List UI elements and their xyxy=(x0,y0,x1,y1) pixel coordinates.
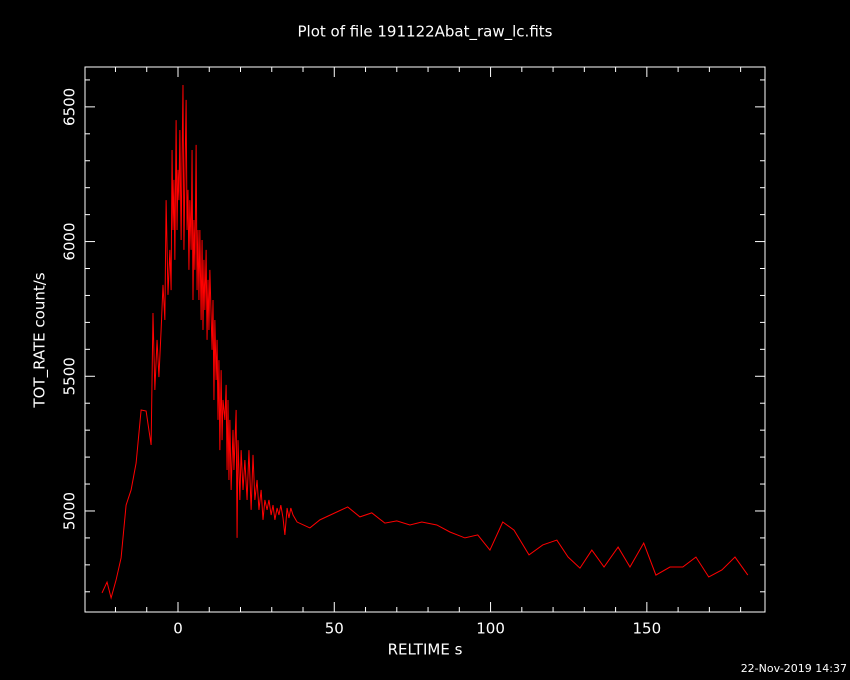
x-tick-label: 0 xyxy=(173,620,183,638)
x-axis-label: RELTIME s xyxy=(388,641,463,659)
y-tick-label: 5500 xyxy=(61,357,79,395)
x-tick-label: 150 xyxy=(633,620,662,638)
x-tick-label: 50 xyxy=(325,620,344,638)
light-curve xyxy=(101,85,749,600)
y-tick-label: 6500 xyxy=(61,88,79,126)
chart-title: Plot of file 191122Abat_raw_lc.fits xyxy=(298,23,553,42)
timestamp: 22-Nov-2019 14:37 xyxy=(741,662,847,675)
x-tick-label: 100 xyxy=(476,620,505,638)
plot-frame xyxy=(84,66,766,613)
y-tick-label: 5000 xyxy=(61,492,79,530)
y-axis-label: TOT_RATE count/s xyxy=(31,272,50,408)
y-tick-label: 6000 xyxy=(61,222,79,260)
